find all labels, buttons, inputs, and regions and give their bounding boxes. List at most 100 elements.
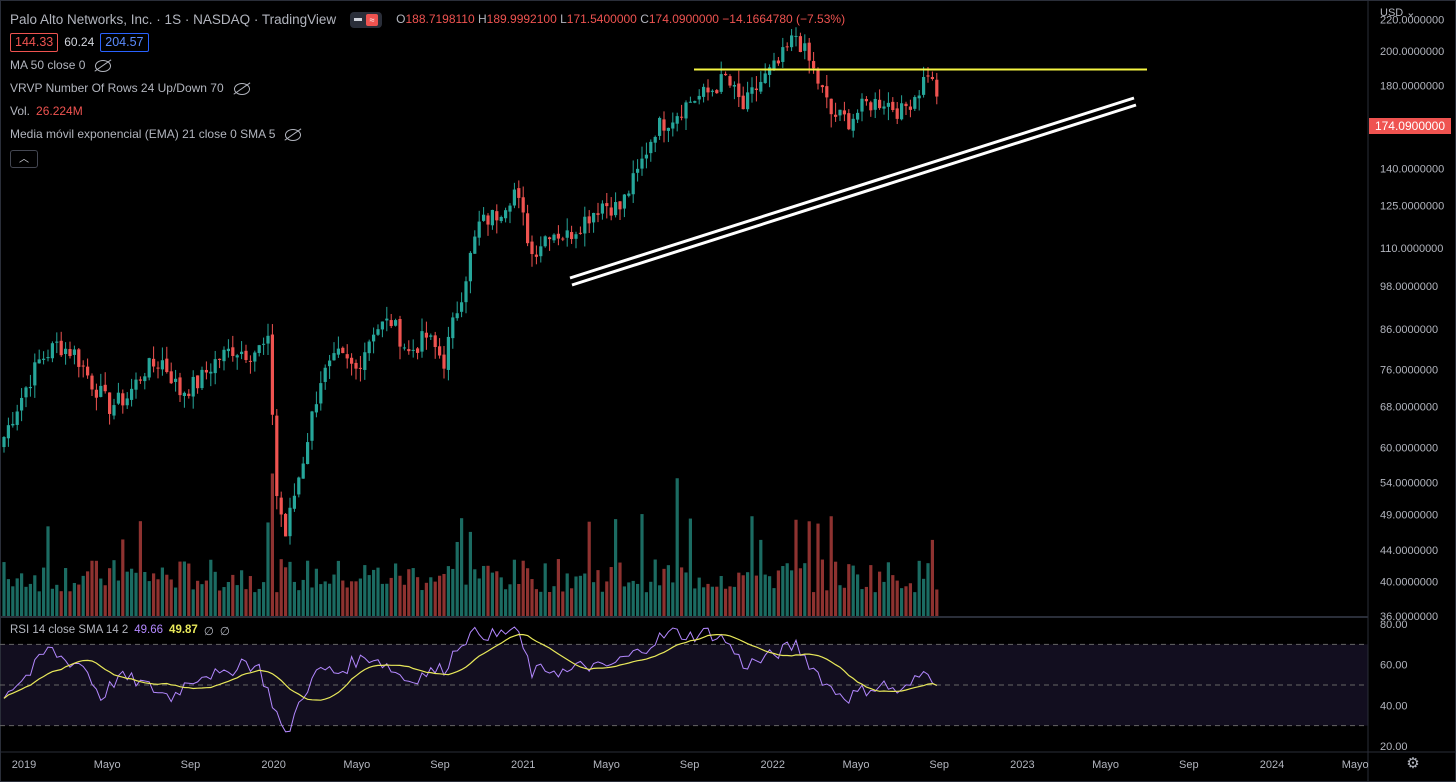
candle-body — [548, 237, 552, 240]
candle-body — [94, 389, 98, 398]
candle-body — [248, 360, 252, 362]
indicator-ema[interactable]: Media móvil exponencial (EMA) 21 close 0… — [10, 123, 845, 146]
last-price-label: 174.0900000 — [1369, 118, 1451, 134]
volume-bar — [693, 588, 697, 616]
candle-body — [653, 136, 657, 143]
candle-body — [160, 360, 164, 370]
volume-bar — [785, 563, 789, 616]
volume-bar — [662, 568, 666, 616]
volume-bar — [270, 473, 274, 616]
candle-body — [178, 377, 182, 396]
volume-bar — [363, 565, 367, 616]
candle-body — [420, 331, 424, 352]
candle-body — [235, 355, 239, 358]
candle-body — [231, 347, 235, 357]
ask-button[interactable]: 204.57 — [100, 33, 149, 52]
volume-bar — [398, 575, 402, 616]
volume-bar — [125, 571, 129, 616]
candle-body — [482, 214, 486, 221]
collapse-legend-button[interactable]: ︿ — [10, 150, 38, 168]
volume-bar — [913, 592, 917, 616]
candle-body — [451, 317, 455, 339]
price-axis-label: 68.0000000 — [1380, 401, 1438, 413]
volume-bar — [204, 580, 208, 616]
volume-bar — [169, 579, 173, 616]
volume-bar — [438, 575, 442, 616]
candle-body — [121, 393, 125, 406]
hidden-eye-icon[interactable] — [95, 59, 112, 72]
volume-bar — [222, 587, 226, 616]
currency-selector[interactable]: USD ⌄ — [1380, 7, 1416, 19]
candle-body — [398, 319, 402, 347]
candle-body — [433, 335, 437, 348]
volume-bar — [517, 584, 521, 616]
candle-body — [759, 81, 763, 92]
ohlc-values: O188.7198110 H189.9992100 L171.5400000 C… — [396, 12, 846, 26]
indicator-volume[interactable]: Vol. 26.224M — [10, 104, 83, 118]
candle-body — [46, 357, 50, 359]
volume-bar — [552, 586, 556, 616]
chart-type-toggle[interactable]: ≈ — [350, 11, 383, 28]
candle-body — [574, 234, 578, 239]
volume-bar — [376, 567, 380, 616]
volume-bar — [455, 541, 459, 616]
candle-body — [790, 35, 794, 48]
candle-body — [244, 350, 248, 360]
candle-body — [732, 85, 736, 87]
price-axis-label: 220.0000000 — [1380, 14, 1444, 26]
candle-body — [803, 43, 807, 51]
candle-body — [636, 168, 640, 173]
time-axis-label: Sep — [929, 759, 949, 771]
volume-bar — [504, 589, 508, 616]
volume-bar — [380, 583, 384, 616]
candle-body — [798, 36, 802, 52]
volume-bar — [196, 580, 200, 616]
candle-body — [20, 397, 24, 411]
candle-body — [240, 351, 244, 355]
volume-bar — [851, 565, 855, 616]
time-axis-label: 2024 — [1260, 759, 1284, 771]
volume-bar — [649, 581, 653, 616]
price-axis-label: 180.0000000 — [1380, 81, 1444, 93]
candle-body — [125, 398, 129, 406]
volume-bar — [354, 581, 358, 616]
volume-bar — [314, 568, 318, 616]
volume-bar — [77, 584, 81, 616]
volume-bar — [926, 563, 930, 616]
rsi-axis-label: 40.00 — [1380, 700, 1408, 712]
candle-body — [640, 158, 644, 169]
rsi-axis-label: 60.00 — [1380, 660, 1408, 672]
candle-body — [724, 73, 728, 76]
candle-body — [671, 122, 675, 129]
volume-bar — [182, 561, 186, 616]
candle-body — [187, 393, 191, 396]
volume-bar — [209, 559, 213, 616]
bid-button[interactable]: 144.33 — [10, 33, 59, 52]
volume-bar — [94, 560, 98, 616]
candle-body — [116, 392, 120, 404]
volume-bar — [306, 560, 310, 616]
volume-bar — [878, 571, 882, 616]
price-axis-label: 98.0000000 — [1380, 281, 1438, 293]
volume-bar — [116, 580, 120, 616]
candle-body — [728, 76, 732, 86]
candle-body — [592, 212, 596, 223]
gear-icon[interactable]: ⚙ — [1406, 755, 1420, 772]
indicator-vrvp[interactable]: VRVP Number Of Rows 24 Up/Down 70 — [10, 77, 845, 100]
candle-body — [411, 349, 415, 351]
volume-bar — [706, 583, 710, 616]
volume-bar — [732, 586, 736, 616]
volume-bar — [710, 586, 714, 616]
volume-bar — [534, 589, 538, 616]
volume-bar — [468, 531, 472, 616]
rsi-legend[interactable]: RSI 14 close SMA 14 2 49.66 49.87 ∅ ∅ — [10, 624, 230, 638]
indicator-ma[interactable]: MA 50 close 0 — [10, 54, 845, 77]
volume-bar — [759, 539, 763, 616]
volume-bar — [231, 574, 235, 616]
hidden-eye-icon[interactable] — [233, 82, 250, 95]
hidden-eye-icon[interactable] — [285, 128, 302, 141]
symbol-title[interactable]: Palo Alto Networks, Inc. · 1S · NASDAQ ·… — [10, 12, 337, 27]
candle-body — [204, 369, 208, 373]
candle-body — [851, 118, 855, 131]
